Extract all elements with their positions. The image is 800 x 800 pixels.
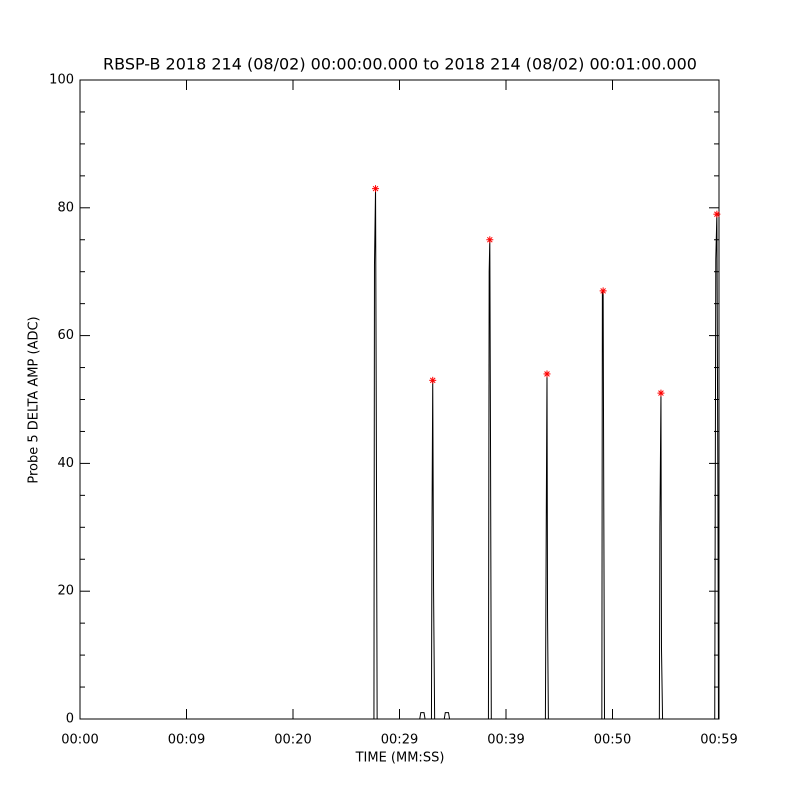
x-tick-label: 00:09 (168, 733, 205, 748)
star-stroke (544, 371, 550, 377)
y-tick-label: 20 (57, 584, 74, 599)
x-tick-label: 00:00 (61, 733, 98, 748)
star-stroke (429, 377, 436, 384)
y-axis-label: Probe 5 DELTA AMP (ADC) (27, 316, 42, 483)
peak-marker (713, 210, 721, 218)
x-tick-label: 00:20 (274, 733, 311, 748)
y-tick-label: 0 (66, 712, 74, 727)
star-stroke (714, 211, 720, 217)
x-axis-label: TIME (MM:SS) (355, 751, 445, 766)
x-tick-label: 00:59 (700, 733, 737, 748)
data-line (80, 188, 719, 720)
peak-marker (599, 287, 607, 295)
peak-marker (372, 185, 380, 193)
peak-marker (657, 389, 665, 397)
peak-marker (429, 376, 437, 384)
y-tick-label: 80 (57, 200, 74, 215)
x-tick-label: 00:29 (381, 733, 418, 748)
chart-title: RBSP-B 2018 214 (08/02) 00:00:00.000 to … (103, 55, 697, 74)
star-stroke (600, 288, 606, 294)
peak-marker (543, 370, 551, 378)
x-tick-label: 00:50 (594, 733, 631, 748)
x-tick-label: 00:39 (487, 733, 524, 748)
star-stroke (658, 390, 664, 396)
y-tick-label: 40 (57, 456, 74, 471)
peak-marker (486, 236, 494, 244)
star-stroke (487, 236, 493, 243)
star-stroke (372, 185, 379, 192)
y-tick-label: 60 (57, 328, 74, 343)
y-tick-label: 100 (49, 73, 74, 88)
